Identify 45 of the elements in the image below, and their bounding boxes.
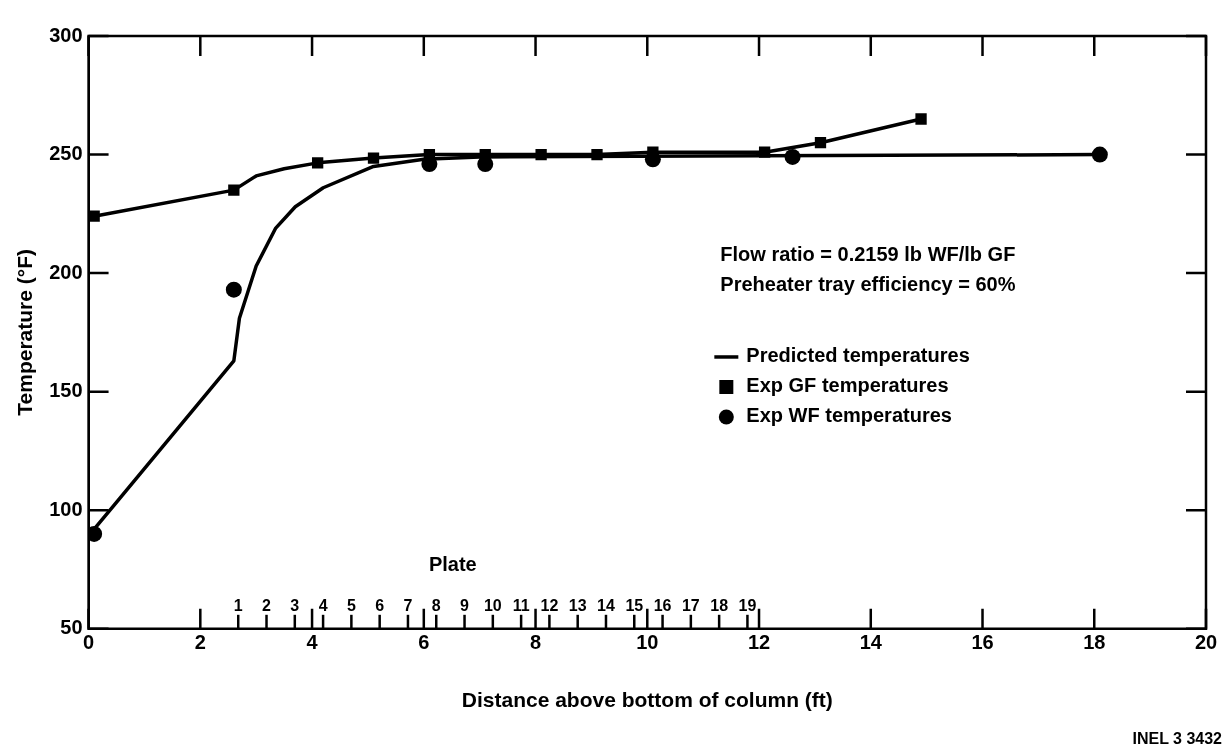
legend-label: Predicted temperatures — [746, 344, 970, 367]
x-tick-label: 20 — [1194, 631, 1218, 654]
x2-tick-label: 14 — [597, 596, 615, 614]
text: INEL 3 3432 — [1132, 730, 1223, 748]
y-tick-label: 50 — [60, 616, 83, 639]
x-tick-label: 0 — [83, 631, 95, 654]
x-tick-label: 10 — [636, 631, 659, 654]
legend-label: Exp GF temperatures — [746, 374, 949, 397]
x2-tick-label: 4 — [318, 596, 328, 614]
y-tick-label: 150 — [49, 379, 83, 402]
x2-tick-label: 18 — [710, 596, 729, 614]
x2-axis-title: Plate — [428, 552, 477, 575]
x2-tick-label: 6 — [375, 596, 385, 614]
x2-tick-label: 13 — [568, 596, 587, 614]
x2-tick-label: 9 — [460, 596, 470, 614]
legend-label: Exp WF temperatures — [746, 404, 952, 427]
y-axis-title: Temperature (°F) — [13, 249, 37, 416]
x2-tick-label: 10 — [483, 596, 502, 614]
x2-tick-label: 1 — [233, 596, 243, 614]
x-tick-label: 8 — [529, 631, 542, 654]
x-tick-label: 6 — [418, 631, 430, 654]
y-tick-label: 200 — [49, 260, 83, 283]
x2-tick-label: 15 — [625, 596, 644, 614]
x-tick-label: 12 — [747, 631, 771, 654]
y-tick-label: 300 — [49, 23, 83, 46]
y-tick-label: 250 — [49, 142, 83, 165]
x-axis-title: Distance above bottom of column (ft) — [461, 688, 833, 712]
x-tick-label: 14 — [859, 631, 883, 654]
annotation: Flow ratio = 0.2159 lb WF/lb GF — [720, 242, 1016, 265]
x2-tick-label: 8 — [431, 596, 441, 614]
x-tick-label: 16 — [971, 631, 994, 654]
x2-tick-label: 17 — [681, 596, 700, 614]
x2-tick-label: 11 — [512, 596, 530, 614]
x2-tick-label: 5 — [346, 596, 356, 614]
x-tick-label: 4 — [306, 631, 319, 654]
y-tick-label: 100 — [49, 497, 83, 520]
annotation: Preheater tray efficiency = 60% — [720, 272, 1016, 295]
x2-tick-label: 3 — [290, 596, 300, 614]
x2-tick-label: 16 — [653, 596, 672, 614]
x2-tick-label: 12 — [540, 596, 559, 614]
x2-tick-label: 7 — [403, 596, 413, 614]
x-tick-label: 2 — [194, 631, 206, 654]
x2-tick-label: 2 — [262, 596, 272, 614]
x-tick-label: 18 — [1083, 631, 1106, 654]
x2-tick-label: 19 — [738, 596, 757, 614]
